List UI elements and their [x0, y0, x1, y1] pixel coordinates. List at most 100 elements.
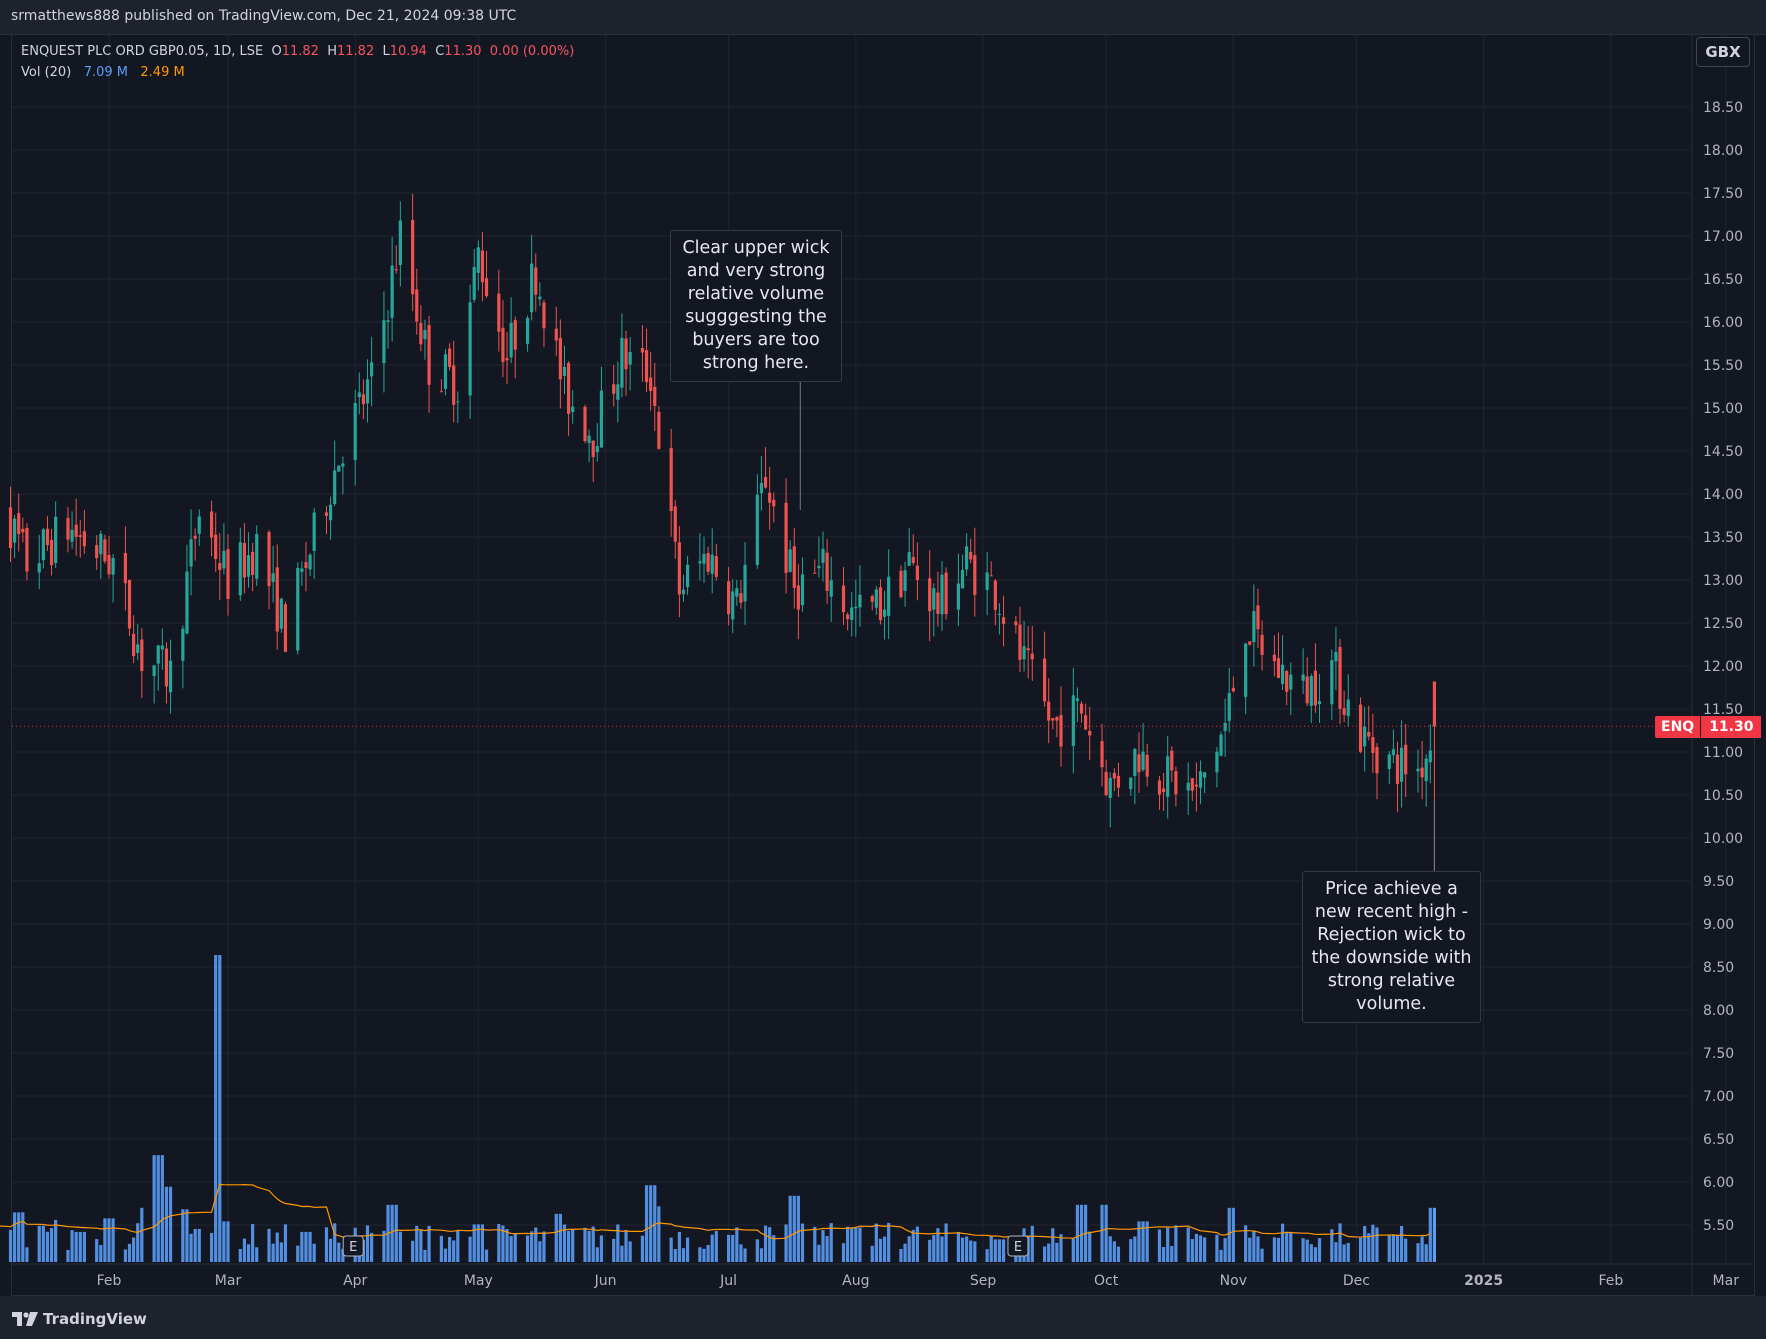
volume-bar [566, 1230, 571, 1262]
volume-bar [37, 1225, 41, 1262]
volume-bar [800, 1223, 805, 1262]
volume-bar [70, 1230, 74, 1262]
volume-bar [583, 1227, 587, 1262]
candle-body [13, 518, 17, 543]
candle-body [1047, 701, 1051, 721]
candle-body [595, 446, 599, 453]
volume-bar [1375, 1227, 1379, 1262]
candle-body [620, 337, 624, 388]
candle-body [1391, 749, 1395, 756]
annotation-callout-rejection-wick[interactable]: Price achieve a new recent high - Reject… [1302, 871, 1481, 1023]
candle-body [1289, 674, 1293, 690]
candle-body [1014, 621, 1018, 626]
currency-button[interactable]: GBX [1696, 37, 1750, 67]
candle-body [882, 609, 887, 617]
volume-bar [591, 1226, 595, 1262]
callout-line: Rejection wick to [1317, 925, 1466, 945]
tradingview-logo[interactable]: TradingView [12, 1310, 147, 1328]
legend-high: 11.82 [337, 44, 375, 59]
volume-bar [534, 1227, 538, 1262]
candle-body [911, 557, 915, 563]
volume-bar [382, 1230, 386, 1262]
annotation-callout-upper-wick[interactable]: Clear upper wick and very strong relativ… [670, 230, 842, 382]
volume-bar [1194, 1233, 1199, 1262]
candle-body [1116, 775, 1121, 788]
volume-bar [829, 1223, 833, 1262]
candle-body [566, 363, 571, 414]
volume-bar [1042, 1246, 1047, 1262]
legend-vol-value: 7.09 M [83, 65, 128, 80]
y-tick-label: 8.00 [1703, 1003, 1734, 1019]
volume-bar [784, 1224, 788, 1262]
candle-body [973, 555, 977, 595]
volume-bar [193, 1228, 197, 1262]
candle-body [95, 545, 99, 559]
candle-body [423, 329, 427, 340]
volume-bar [821, 1230, 825, 1262]
candle-body [714, 556, 718, 577]
volume-bar [1358, 1237, 1363, 1262]
candle-body [1338, 647, 1342, 709]
candle-body [419, 322, 423, 345]
legend: ENQUEST PLC ORD GBP0.05, 1D, LSE O11.82 … [21, 41, 574, 83]
volume-bar [66, 1249, 70, 1262]
volume-bar [49, 1228, 54, 1262]
candle-body [472, 266, 476, 300]
candle-body [993, 580, 997, 610]
volume-bar [246, 1244, 251, 1262]
legend-volume-row: Vol (20) 7.09 M 2.49 M [21, 62, 574, 83]
volume-bar [279, 1242, 283, 1262]
volume-bar [1285, 1231, 1289, 1262]
volume-bar [452, 1240, 456, 1262]
volume-bar [887, 1222, 891, 1262]
volume-bar [136, 1223, 140, 1262]
y-tick-label: 12.50 [1703, 616, 1743, 632]
candle-body [1186, 782, 1190, 791]
volume-bar [152, 1155, 156, 1262]
volume-bar [759, 1248, 764, 1262]
volume-bar [657, 1206, 661, 1262]
volume-bar [932, 1235, 936, 1262]
callout-line: the downside with [1311, 948, 1472, 968]
volume-bar [595, 1247, 599, 1262]
volume-bar [960, 1237, 965, 1262]
candle-body [562, 366, 567, 376]
candle-body [1387, 754, 1391, 769]
candle-body [1272, 654, 1276, 662]
volume-bar [1174, 1225, 1178, 1262]
candle-body [727, 581, 731, 615]
volume-bar [390, 1204, 394, 1262]
volume-bar [1244, 1225, 1248, 1262]
candle-body [1256, 605, 1260, 630]
volume-bar [1055, 1242, 1059, 1262]
candle-body [1071, 695, 1075, 746]
volume-bar [1272, 1237, 1276, 1262]
volume-bar [103, 1218, 107, 1262]
volume-bar [304, 1231, 308, 1262]
volume-bar [899, 1248, 903, 1262]
candle-body [1346, 699, 1350, 717]
volume-bar [1100, 1204, 1104, 1262]
candle-body [82, 531, 86, 547]
candle-body [965, 546, 969, 570]
candle-body [1215, 751, 1219, 773]
volume-bar [423, 1249, 427, 1262]
callout-line: volume. [1356, 994, 1427, 1014]
volume-bar [1137, 1221, 1141, 1262]
candle-body [111, 558, 115, 575]
volume-bar [271, 1243, 275, 1262]
chart-frame[interactable] [11, 34, 1755, 1296]
volume-bar [628, 1241, 632, 1262]
volume-bar [160, 1155, 164, 1262]
volume-bar [731, 1234, 735, 1262]
candle-body [1157, 780, 1162, 795]
x-tick-label: Jul [719, 1273, 737, 1289]
volume-bar [768, 1227, 772, 1262]
y-tick-label: 10.00 [1703, 831, 1743, 847]
volume-bar [267, 1228, 271, 1262]
candle-body [825, 552, 829, 591]
candle-body [846, 614, 850, 620]
candle-body [743, 564, 747, 602]
volume-bar [620, 1245, 624, 1262]
